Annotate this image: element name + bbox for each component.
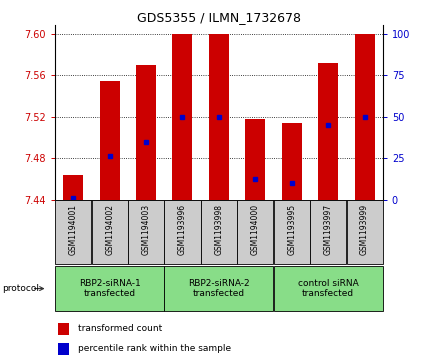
Text: percentile rank within the sample: percentile rank within the sample bbox=[78, 344, 231, 353]
Title: GDS5355 / ILMN_1732678: GDS5355 / ILMN_1732678 bbox=[137, 11, 301, 24]
FancyBboxPatch shape bbox=[237, 200, 273, 264]
Text: GSM1194003: GSM1194003 bbox=[142, 204, 150, 255]
Bar bbox=[209, 34, 229, 200]
Text: GSM1194002: GSM1194002 bbox=[105, 204, 114, 255]
FancyBboxPatch shape bbox=[128, 200, 164, 264]
Text: GSM1194000: GSM1194000 bbox=[251, 204, 260, 255]
FancyBboxPatch shape bbox=[347, 200, 383, 264]
FancyBboxPatch shape bbox=[274, 200, 310, 264]
Bar bbox=[99, 81, 120, 200]
Bar bbox=[318, 63, 338, 200]
Bar bbox=[58, 343, 69, 355]
Text: GSM1193996: GSM1193996 bbox=[178, 204, 187, 255]
Text: GSM1193997: GSM1193997 bbox=[324, 204, 333, 255]
Text: transformed count: transformed count bbox=[78, 324, 162, 333]
Bar bbox=[246, 119, 265, 200]
Text: GSM1194001: GSM1194001 bbox=[69, 204, 78, 255]
FancyBboxPatch shape bbox=[165, 200, 201, 264]
FancyBboxPatch shape bbox=[55, 200, 91, 264]
FancyBboxPatch shape bbox=[310, 200, 346, 264]
Text: GSM1193998: GSM1193998 bbox=[214, 204, 224, 255]
FancyBboxPatch shape bbox=[55, 266, 164, 311]
Bar bbox=[63, 175, 83, 200]
Text: RBP2-siRNA-2
transfected: RBP2-siRNA-2 transfected bbox=[188, 279, 250, 298]
Bar bbox=[58, 323, 69, 335]
FancyBboxPatch shape bbox=[165, 266, 273, 311]
Bar bbox=[172, 34, 192, 200]
Bar bbox=[282, 123, 302, 200]
FancyBboxPatch shape bbox=[92, 200, 128, 264]
Text: RBP2-siRNA-1
transfected: RBP2-siRNA-1 transfected bbox=[79, 279, 140, 298]
Text: GSM1193995: GSM1193995 bbox=[287, 204, 296, 255]
FancyBboxPatch shape bbox=[274, 266, 383, 311]
Text: GSM1193999: GSM1193999 bbox=[360, 204, 369, 255]
Text: protocol: protocol bbox=[2, 284, 39, 293]
FancyBboxPatch shape bbox=[201, 200, 237, 264]
Bar bbox=[355, 34, 374, 200]
Text: control siRNA
transfected: control siRNA transfected bbox=[298, 279, 359, 298]
Bar bbox=[136, 65, 156, 200]
